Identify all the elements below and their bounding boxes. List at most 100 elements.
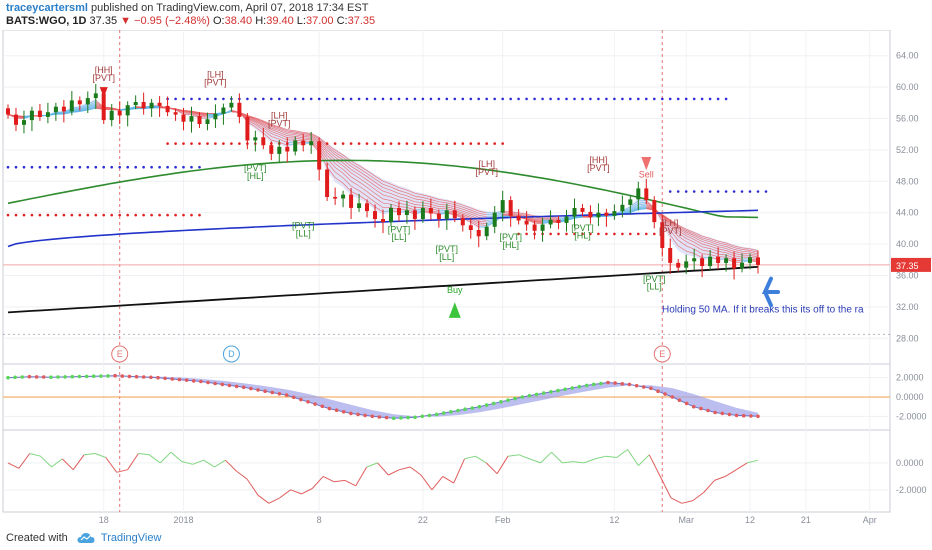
level-dot <box>325 142 329 145</box>
oscillator-dot <box>284 393 289 397</box>
candle-body <box>117 110 122 116</box>
candle-body <box>500 200 505 213</box>
level-dot <box>38 213 42 217</box>
published-text: published on TradingView.com, April 07, … <box>91 2 369 14</box>
ribbon-line <box>95 107 120 111</box>
level-dot <box>238 142 241 145</box>
candle-body <box>620 204 625 212</box>
price-change: −0.95 (−2.48%) <box>134 15 210 27</box>
momentum-segment <box>94 453 106 458</box>
candle-body <box>213 113 218 120</box>
pivot-label: [PVT] <box>475 167 498 177</box>
level-dot <box>166 142 169 145</box>
pivot-label: [LL] <box>391 232 406 242</box>
level-dot <box>549 232 552 236</box>
level-dot <box>46 165 50 169</box>
level-dot <box>78 213 82 217</box>
candle-body <box>333 197 338 199</box>
level-dot <box>206 142 209 145</box>
ribbon-line <box>558 215 583 219</box>
level-dot <box>684 97 688 101</box>
level-dot <box>708 190 712 193</box>
momentum-segment <box>290 489 302 495</box>
oscillator-dot <box>484 403 489 407</box>
pivot-label: [LL] <box>439 252 454 262</box>
price-chart[interactable]: [HH][PVT] [LH][PVT][LH][PVT][PVT][HL][PVT… <box>0 30 932 528</box>
x-tick-label: 12 <box>609 515 619 525</box>
oscillator-dot <box>77 374 82 379</box>
oscillator-dot <box>520 395 525 399</box>
oscillator-dot <box>691 404 696 409</box>
level-dot <box>716 97 720 101</box>
pivot-label: [PVT] <box>388 224 411 234</box>
event-marker-label: E <box>659 349 665 359</box>
x-tick-label: 21 <box>801 515 811 525</box>
oscillator-dot <box>577 384 582 389</box>
level-dot <box>365 142 369 145</box>
tradingview-brand[interactable]: TradingView <box>100 532 162 545</box>
candle-body <box>165 105 170 113</box>
oscillator-dot <box>134 374 139 379</box>
pivot-label: [PVT] <box>204 78 227 88</box>
ribbon-line <box>646 205 759 258</box>
candle-body <box>572 208 577 217</box>
level-dot <box>517 232 520 236</box>
symbol: BATS:WGO, 1D <box>6 15 87 27</box>
candle-body <box>189 116 194 122</box>
y-tick-label: 2.0000 <box>896 373 924 383</box>
level-dot <box>357 142 361 145</box>
level-dot <box>174 142 177 145</box>
x-tick-label: 2018 <box>174 515 194 525</box>
level-dot <box>182 142 185 145</box>
y-tick-label: 56.00 <box>896 114 919 124</box>
level-dot <box>637 232 640 236</box>
candle-body <box>604 212 609 216</box>
candle-body <box>77 100 82 105</box>
candle-body <box>420 208 425 219</box>
oscillator-dot <box>463 407 467 412</box>
candle-body <box>412 210 417 219</box>
candle-body <box>341 194 346 199</box>
x-tick-label: Mar <box>678 515 694 525</box>
oscillator-dot <box>99 374 103 378</box>
oscillator-dot <box>384 415 389 420</box>
momentum-segment <box>638 454 650 466</box>
momentum-segment <box>714 475 726 481</box>
ribbon-line <box>646 208 759 253</box>
level-dot <box>150 213 153 217</box>
candle-body <box>404 210 409 215</box>
down-arrow-icon: ▼ <box>120 15 132 27</box>
candle-body <box>22 120 26 125</box>
level-dot <box>485 97 489 101</box>
candle-body <box>53 106 58 113</box>
momentum-segment <box>127 453 139 470</box>
candle-body <box>293 140 298 152</box>
level-dot <box>110 165 113 169</box>
author-link[interactable]: traceycartersml <box>6 2 88 14</box>
candle-body <box>708 256 713 267</box>
oscillator-dot <box>141 375 146 379</box>
candle-body <box>309 141 314 146</box>
x-tick-label: Apr <box>863 515 877 525</box>
level-dot <box>716 190 720 193</box>
level-dot <box>150 165 153 169</box>
level-dot <box>198 97 201 101</box>
price-label-box <box>891 257 931 272</box>
level-dot <box>405 142 409 145</box>
level-dot <box>517 97 520 101</box>
candle-body <box>6 108 10 115</box>
level-dot <box>38 165 42 169</box>
created-label: Created with <box>6 532 68 544</box>
level-dot <box>373 142 377 145</box>
candle-body <box>460 218 465 226</box>
candle-body <box>740 262 744 269</box>
level-dot <box>166 165 169 169</box>
event-marker <box>111 345 129 363</box>
candle-body <box>700 258 705 266</box>
candle-body <box>61 106 66 112</box>
oscillator-dot <box>241 385 246 390</box>
blue-arrow-icon <box>761 276 780 308</box>
momentum-segment <box>192 459 204 465</box>
candle-body <box>357 203 362 208</box>
level-dot <box>653 232 656 236</box>
